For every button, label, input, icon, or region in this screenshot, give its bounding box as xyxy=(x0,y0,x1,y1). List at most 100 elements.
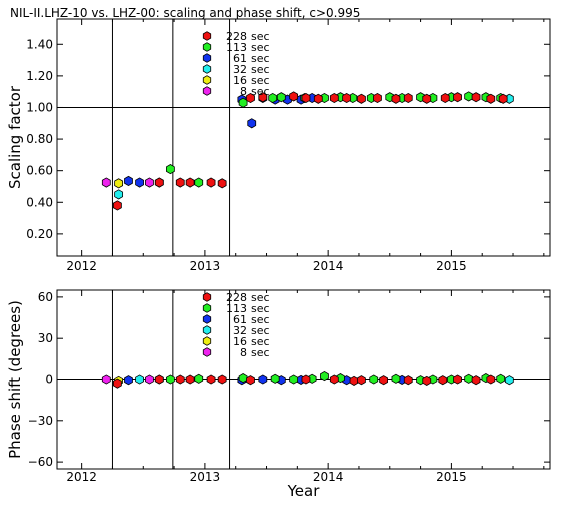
data-point-228-sec xyxy=(403,375,413,386)
y-tick-label: 1.40 xyxy=(26,37,53,51)
plot-frame xyxy=(56,18,551,257)
legend-marker xyxy=(202,336,212,346)
legend-unit: sec xyxy=(251,313,270,326)
data-point-228-sec xyxy=(154,177,164,188)
data-point-8-sec xyxy=(145,374,154,385)
data-point-228-sec xyxy=(185,374,195,385)
data-point-228-sec xyxy=(342,92,352,104)
data-point-113-sec xyxy=(464,91,474,102)
data-point-113-sec xyxy=(464,373,474,384)
data-point-113-sec xyxy=(320,370,329,382)
data-point-113-sec xyxy=(268,92,278,104)
data-point-113-sec xyxy=(166,164,175,175)
data-point-228-sec xyxy=(258,92,268,103)
legend-unit: sec xyxy=(251,291,270,304)
data-point-113-sec xyxy=(289,374,299,385)
data-point-228-sec xyxy=(246,375,255,386)
data-point-61-sec xyxy=(258,374,268,385)
legend-period: 113 xyxy=(226,41,247,54)
legend-period: 228 xyxy=(226,30,247,43)
data-point-228-sec xyxy=(498,93,508,104)
data-point-228-sec xyxy=(175,177,185,188)
legend-marker xyxy=(202,347,212,357)
y-tick-label: 0.40 xyxy=(26,195,53,209)
x-tick-label: 2013 xyxy=(190,470,221,484)
data-point-113-sec xyxy=(270,373,280,384)
y-tick-label: 30 xyxy=(38,331,53,345)
data-point-228-sec xyxy=(329,92,339,104)
legend-marker xyxy=(202,86,212,96)
y-tick-label: 0.80 xyxy=(26,132,53,146)
data-point-228-sec xyxy=(438,375,448,386)
y-tick-label: −30 xyxy=(28,414,53,428)
legend-unit: sec xyxy=(251,335,270,348)
data-point-61-sec xyxy=(124,375,133,386)
data-point-113-sec xyxy=(166,374,175,385)
data-point-228-sec xyxy=(289,91,299,102)
scaling-factor-panel: 0.20 0.40 0.60 0.80 1.00 1.20 1.40 2012 2013 2014… xyxy=(6,18,551,273)
data-point-32-sec xyxy=(114,189,124,200)
data-point-113-sec xyxy=(238,97,248,108)
legend-period: 16 xyxy=(233,74,247,87)
y-tick-label: 0.20 xyxy=(26,227,53,241)
data-point-32-sec xyxy=(135,374,144,385)
legend-period: 228 xyxy=(226,291,247,304)
x-tick-label: 2015 xyxy=(436,259,467,273)
data-point-228-sec xyxy=(379,375,389,386)
data-point-228-sec xyxy=(357,93,366,104)
legend-marker xyxy=(202,75,212,85)
legend-unit: sec xyxy=(251,85,270,98)
legend-marker xyxy=(202,314,212,324)
y-tick-label: 0 xyxy=(45,373,53,387)
y-axis-label: Phase shift (degrees) xyxy=(6,300,24,459)
x-tick-label: 2012 xyxy=(66,470,97,484)
data-point-16-sec xyxy=(114,178,124,189)
data-point-113-sec xyxy=(276,92,286,103)
data-point-228-sec xyxy=(113,200,122,211)
data-point-228-sec xyxy=(357,375,366,386)
data-point-228-sec xyxy=(246,92,255,104)
data-point-228-sec xyxy=(301,374,311,385)
legend-period: 113 xyxy=(226,302,247,315)
x-axis-label: Year xyxy=(287,482,321,500)
legend-marker xyxy=(202,42,212,52)
phase-shift-panel: −60 −30 0 30 60 2012 2013 2014 2015 Phase shift (… xyxy=(6,289,551,500)
legend-marker xyxy=(202,325,212,335)
data-point-113-sec xyxy=(391,373,401,384)
y-axis-label: Scaling factor xyxy=(6,85,24,189)
legend-unit: sec xyxy=(251,74,270,87)
data-point-228-sec xyxy=(422,93,432,104)
legend-period: 61 xyxy=(233,52,247,65)
data-point-228-sec xyxy=(217,178,227,189)
x-tick-label: 2013 xyxy=(190,259,221,273)
data-point-228-sec xyxy=(313,93,323,104)
legend-unit: sec xyxy=(251,52,270,65)
legend-marker xyxy=(202,303,212,313)
legend-unit: sec xyxy=(251,30,270,43)
data-point-113-sec xyxy=(238,373,248,384)
data-point-228-sec xyxy=(349,375,359,386)
data-point-228-sec xyxy=(453,374,462,385)
data-point-113-sec xyxy=(496,373,506,384)
data-point-228-sec xyxy=(206,374,216,385)
data-point-228-sec xyxy=(373,92,382,104)
data-point-228-sec xyxy=(391,93,401,104)
data-point-8-sec xyxy=(101,177,111,188)
data-point-8-sec xyxy=(145,177,154,188)
legend-unit: sec xyxy=(251,41,270,54)
legend-marker xyxy=(202,292,212,302)
data-point-61-sec xyxy=(124,175,133,187)
data-point-228-sec xyxy=(113,378,122,389)
legend-marker xyxy=(202,64,212,74)
data-point-228-sec xyxy=(440,92,450,104)
data-point-228-sec xyxy=(403,92,413,104)
y-tick-label: 0.60 xyxy=(26,164,53,178)
data-point-228-sec xyxy=(486,374,496,385)
legend-period: 16 xyxy=(233,335,247,348)
data-point-228-sec xyxy=(175,374,185,385)
legend-period: 8 xyxy=(240,85,247,98)
y-tick-label: 1.00 xyxy=(26,100,53,114)
y-tick-label: 1.20 xyxy=(26,69,53,83)
data-point-228-sec xyxy=(471,92,481,103)
